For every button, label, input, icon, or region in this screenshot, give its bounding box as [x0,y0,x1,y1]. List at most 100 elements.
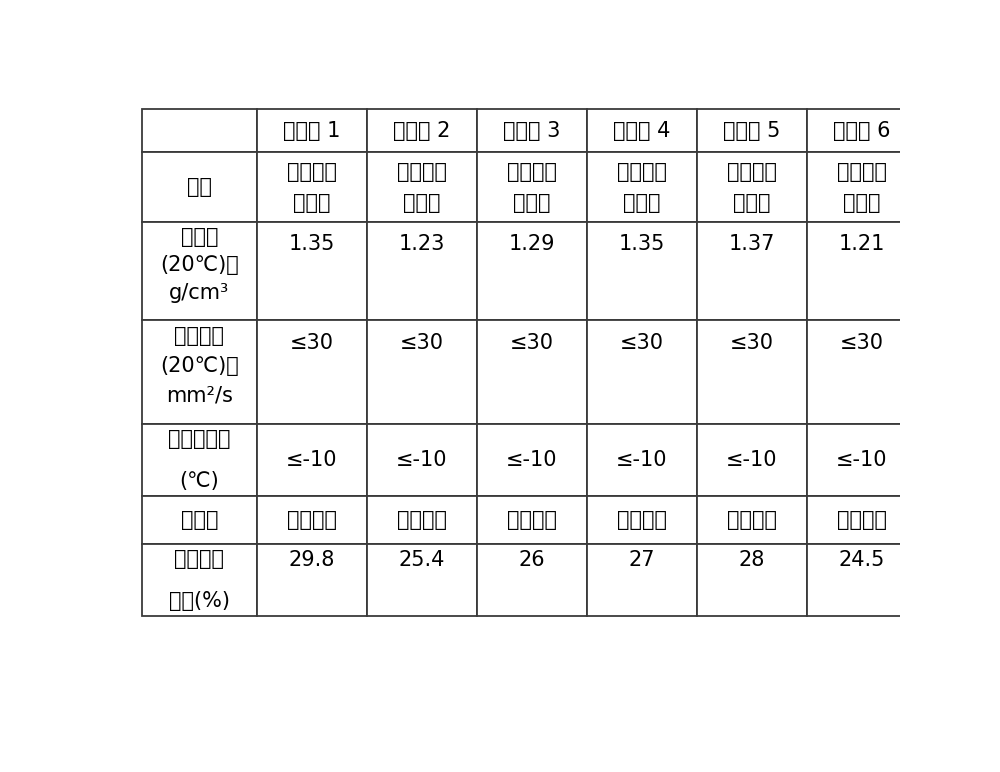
Text: 实施例 5: 实施例 5 [723,120,781,141]
Text: (℃): (℃) [180,472,219,492]
Bar [257,425,367,496]
Bar [477,110,587,152]
Text: ≤30: ≤30 [730,334,774,354]
Bar [367,425,477,496]
Bar [697,110,807,152]
Text: 与水互溶: 与水互溶 [397,510,447,530]
Text: 27: 27 [629,550,655,570]
Bar [477,320,587,425]
Bar [477,496,587,544]
Bar [697,152,807,222]
Text: ≤-10: ≤-10 [506,450,558,470]
Bar [587,320,697,425]
Text: 淡黄色澄: 淡黄色澄 [617,161,667,181]
Text: 实施例 1: 实施例 1 [283,120,340,141]
Text: 清液体: 清液体 [733,192,771,212]
Bar [367,152,477,222]
Bar [142,320,257,425]
Text: 与水互溶: 与水互溶 [287,510,337,530]
Text: 淡黄色澄: 淡黄色澄 [287,161,337,181]
Bar [587,425,697,496]
Bar [367,222,477,320]
Text: 含量(%): 含量(%) [169,591,230,611]
Bar [697,320,807,425]
Bar [367,110,477,152]
Bar [257,496,367,544]
Text: 清液体: 清液体 [403,192,441,212]
Text: 与水互溶: 与水互溶 [837,510,887,530]
Text: ≤-10: ≤-10 [616,450,668,470]
Text: g/cm³: g/cm³ [169,283,230,303]
Bar [142,152,257,222]
Text: 与水互溶: 与水互溶 [727,510,777,530]
Text: 25.4: 25.4 [399,550,445,570]
Text: 实施例 2: 实施例 2 [393,120,451,141]
Text: 1.35: 1.35 [619,234,665,254]
Text: 溶解性: 溶解性 [181,510,218,530]
Bar [142,222,257,320]
Text: 1.35: 1.35 [289,234,335,254]
Bar [807,425,917,496]
Text: ≤-10: ≤-10 [396,450,448,470]
Text: (20℃)，: (20℃)， [160,356,239,376]
Bar [587,222,697,320]
Text: ≤-10: ≤-10 [726,450,778,470]
Bar [257,222,367,320]
Text: 与水互溶: 与水互溶 [617,510,667,530]
Bar [257,320,367,425]
Bar [142,110,257,152]
Text: ≤-10: ≤-10 [836,450,888,470]
Bar [257,544,367,616]
Text: 与水互溶: 与水互溶 [507,510,557,530]
Text: 棕红色澄: 棕红色澄 [727,161,777,181]
Text: 实施例 6: 实施例 6 [833,120,891,141]
Text: ≤30: ≤30 [510,334,554,354]
Bar [257,152,367,222]
Text: 1.37: 1.37 [729,234,775,254]
Bar [697,425,807,496]
Bar [367,496,477,544]
Text: 清液体: 清液体 [513,192,551,212]
Text: 1.29: 1.29 [509,234,555,254]
Bar [807,152,917,222]
Text: 29.8: 29.8 [289,550,335,570]
Bar [142,425,257,496]
Bar [697,222,807,320]
Text: 实施例 3: 实施例 3 [503,120,561,141]
Bar [367,544,477,616]
Text: 凝　固　点: 凝 固 点 [168,428,231,449]
Text: ≤30: ≤30 [400,334,444,354]
Text: ≤-10: ≤-10 [286,450,338,470]
Text: 24.5: 24.5 [839,550,885,570]
Text: 28: 28 [739,550,765,570]
Bar [697,496,807,544]
Text: (20℃)，: (20℃)， [160,255,239,275]
Bar [697,544,807,616]
Bar [807,222,917,320]
Text: 1.23: 1.23 [399,234,445,254]
Bar [587,152,697,222]
Text: 棕红色澄: 棕红色澄 [837,161,887,181]
Text: 1.21: 1.21 [839,234,885,254]
Bar [807,496,917,544]
Bar [477,152,587,222]
Bar [587,496,697,544]
Bar [477,544,587,616]
Text: mm²/s: mm²/s [166,385,233,405]
Text: 有效金属: 有效金属 [174,549,224,569]
Text: 棕红色澄: 棕红色澄 [507,161,557,181]
Text: 密　度: 密 度 [181,227,218,247]
Text: ≤30: ≤30 [620,334,664,354]
Text: 清液体: 清液体 [843,192,881,212]
Text: 实施例 4: 实施例 4 [613,120,671,141]
Bar [587,544,697,616]
Text: ≤30: ≤30 [290,334,334,354]
Bar [807,110,917,152]
Bar [257,110,367,152]
Bar [807,544,917,616]
Bar [807,320,917,425]
Bar [367,320,477,425]
Text: 运动粘度: 运动粘度 [174,326,224,346]
Bar [477,425,587,496]
Text: 26: 26 [519,550,545,570]
